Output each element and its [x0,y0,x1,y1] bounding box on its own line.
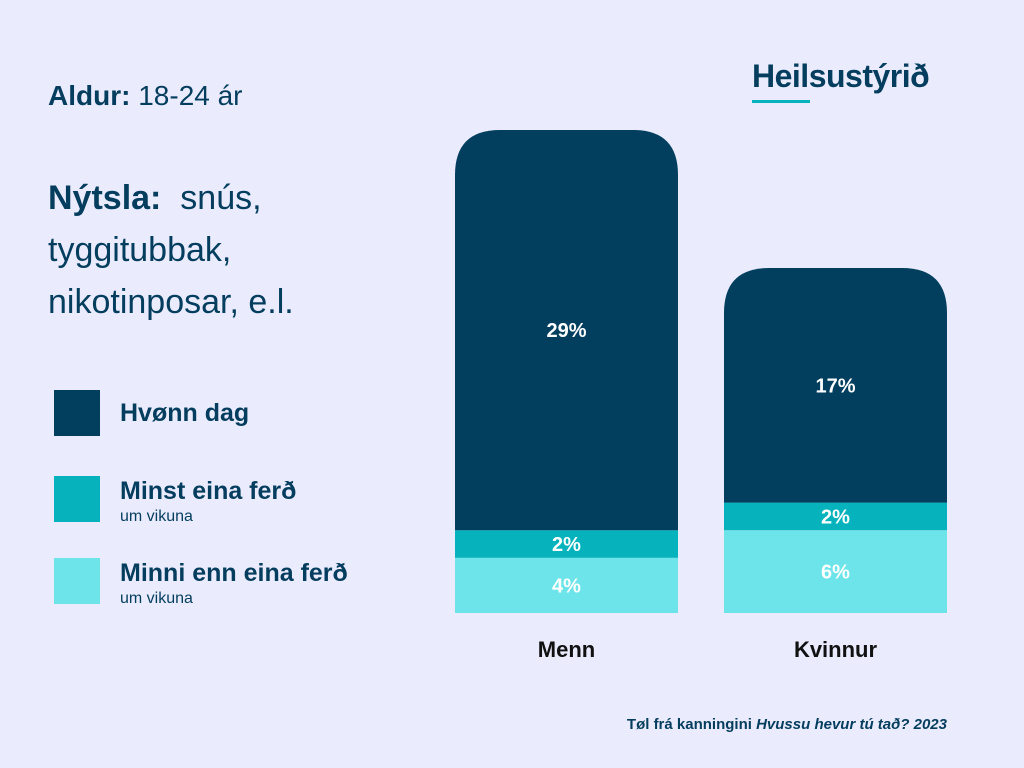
legend-sublabel: um vikuna [120,508,193,525]
category-label: Menn [538,637,595,662]
data-label: 29% [546,320,586,342]
source-survey: Hvussu hevur tú tað? 2023 [756,716,947,733]
category-label: Kvinnur [794,637,878,662]
source-note: Tøl frá kanningini Hvussu hevur tú tað? … [627,716,947,733]
legend-item-weekly: Minst eina ferð um vikuna [54,476,296,526]
logo: Heilsustýrið [752,58,930,94]
usage-label: Nýtsla: [48,179,162,217]
data-label: 6% [821,562,850,584]
legend-item-daily: Hvønn dag [54,390,249,436]
legend-label: Hvønn dag [120,399,250,427]
age-value: 18-24 ár [138,80,243,111]
age-heading: Aldur: 18-24 ár [48,80,243,112]
legend-swatch-less [54,558,100,604]
bar-segment [724,530,947,613]
data-label: 17% [815,375,855,397]
legend-label: Minst eina ferð [120,477,297,505]
age-label: Aldur: [48,80,131,111]
source-prefix: Tøl frá kanningini [626,716,752,733]
bar-segment [724,502,947,531]
usage-value: snús, tyggitubbak, nikotinposar, e.l. [48,179,294,321]
legend-label: Minni enn eina ferð [120,559,348,587]
legend-swatch-weekly [54,476,100,522]
logo-underline [752,100,810,103]
legend-sublabel: um vikuna [120,590,193,607]
legend-swatch-daily [54,390,100,436]
usage-heading: Nýtsla: snús, tyggitubbak, nikotinposar,… [48,172,408,328]
bar-segment [455,130,678,531]
data-label: 2% [821,506,850,528]
data-label: 4% [552,575,581,597]
bar-segment [455,557,678,613]
data-label: 2% [552,534,581,556]
legend-item-less: Minni enn eina ferð um vikuna [54,558,348,608]
bar-segment [724,268,947,503]
bar-segment [455,530,678,558]
